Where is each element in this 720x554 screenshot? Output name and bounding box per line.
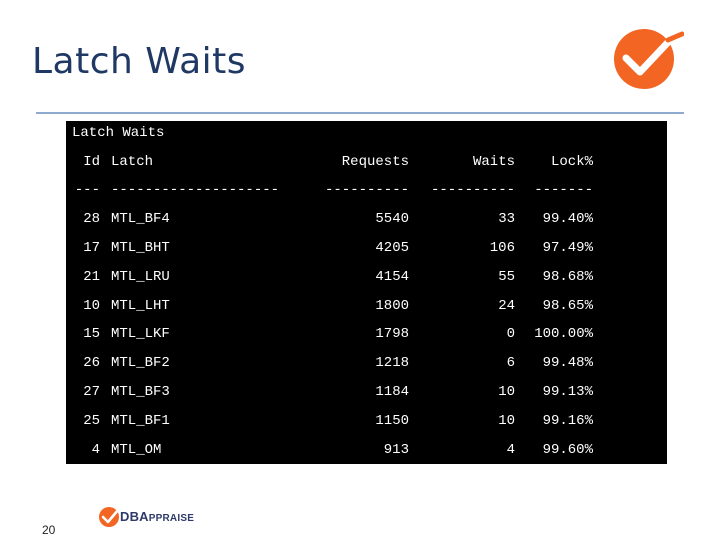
cell-latch: MTL_LHT <box>111 298 170 314</box>
cell-waits: 24 <box>498 298 515 314</box>
cell-requests: 1218 <box>375 355 409 371</box>
cell-requests: 1798 <box>375 326 409 342</box>
cell-lock: 99.13% <box>542 384 593 400</box>
cell-id: 25 <box>83 413 100 429</box>
check-mark-logo-icon <box>614 29 684 89</box>
cell-id: 28 <box>83 211 100 227</box>
cell-requests: 1800 <box>375 298 409 314</box>
cell-requests: 1150 <box>375 413 409 429</box>
cell-latch: MTL_BF2 <box>111 355 170 371</box>
dbappraise-logo: DBAPPRAISE <box>98 505 198 529</box>
cell-latch: MTL_BF3 <box>111 384 170 400</box>
dbappraise-logo-text: DBAPPRAISE <box>120 509 194 524</box>
table-row: 27 MTL_BF3 1184 10 99.13% <box>66 384 593 496</box>
column-header-latch: Latch <box>111 154 154 170</box>
cell-waits: 10 <box>498 384 515 400</box>
cell-id: 21 <box>83 269 100 285</box>
cell-latch: MTL_LRU <box>111 269 170 285</box>
column-header-requests: Requests <box>341 154 409 170</box>
cell-lock: 99.16% <box>542 413 593 429</box>
cell-requests: 4154 <box>375 269 409 285</box>
cell-lock: 100.00% <box>534 326 593 342</box>
table-row: 10 MTL_LHT 1800 24 98.65% <box>66 298 593 410</box>
separator-requests: ---------- <box>324 182 409 198</box>
cell-latch: MTL_BHT <box>111 240 170 256</box>
cell-lock: 98.68% <box>542 269 593 285</box>
column-header-id: Id <box>83 154 100 170</box>
table-row: 25 MTL_BF1 1150 10 99.16% <box>66 413 593 525</box>
cell-id: 17 <box>83 240 100 256</box>
report-separator-row: --- -------------------- ---------- ----… <box>66 182 593 294</box>
title-divider <box>36 112 684 114</box>
cell-lock: 98.65% <box>542 298 593 314</box>
logo-text-rest: PPRAISE <box>148 513 195 524</box>
separator-latch: -------------------- <box>111 182 280 198</box>
cell-requests: 1184 <box>375 384 409 400</box>
cell-requests: 5540 <box>375 211 409 227</box>
cell-requests: 4205 <box>375 240 409 256</box>
cell-id: 27 <box>83 384 100 400</box>
separator-waits: ---------- <box>430 182 515 198</box>
logo-text-main: DBA <box>120 509 149 524</box>
report-header-row: Id Latch Requests Waits Lock% <box>66 154 593 266</box>
cell-requests: 913 <box>383 442 409 458</box>
table-row: 4 MTL_OM 913 4 99.60% <box>66 442 593 554</box>
cell-id: 26 <box>83 355 100 371</box>
cell-latch: MTL_LKF <box>111 326 170 342</box>
cell-waits: 6 <box>506 355 515 371</box>
table-row: 17 MTL_BHT 4205 106 97.49% <box>66 240 593 352</box>
page-number: 20 <box>42 523 56 537</box>
table-row: 15 MTL_LKF 1798 0 100.00% <box>66 326 593 438</box>
table-row: 26 MTL_BF2 1218 6 99.48% <box>66 355 593 467</box>
cell-latch: MTL_BF1 <box>111 413 170 429</box>
cell-latch: MTL_BF4 <box>111 211 170 227</box>
column-header-waits: Waits <box>472 154 515 170</box>
cell-lock: 97.49% <box>542 240 593 256</box>
cell-waits: 0 <box>506 326 515 342</box>
latch-waits-report: Latch Waits Id Latch Requests Waits Lock… <box>66 121 667 464</box>
cell-lock: 99.60% <box>542 442 593 458</box>
cell-lock: 99.40% <box>542 211 593 227</box>
cell-id: 10 <box>83 298 100 314</box>
separator-lock: ------- <box>534 182 593 198</box>
dbappraise-logo-icon <box>99 507 120 527</box>
cell-id: 4 <box>91 442 100 458</box>
cell-waits: 33 <box>498 211 515 227</box>
separator-id: --- <box>74 182 100 198</box>
column-header-lock: Lock% <box>550 154 593 170</box>
cell-waits: 55 <box>498 269 515 285</box>
cell-waits: 10 <box>498 413 515 429</box>
report-title: Latch Waits <box>72 125 165 141</box>
table-row: 21 MTL_LRU 4154 55 98.68% <box>66 269 593 381</box>
cell-latch: MTL_OM <box>111 442 162 458</box>
cell-waits: 4 <box>506 442 515 458</box>
cell-lock: 99.48% <box>542 355 593 371</box>
table-row: 28 MTL_BF4 5540 33 99.40% <box>66 211 593 323</box>
slide-title: Latch Waits <box>32 41 247 82</box>
cell-id: 15 <box>83 326 100 342</box>
cell-waits: 106 <box>489 240 515 256</box>
